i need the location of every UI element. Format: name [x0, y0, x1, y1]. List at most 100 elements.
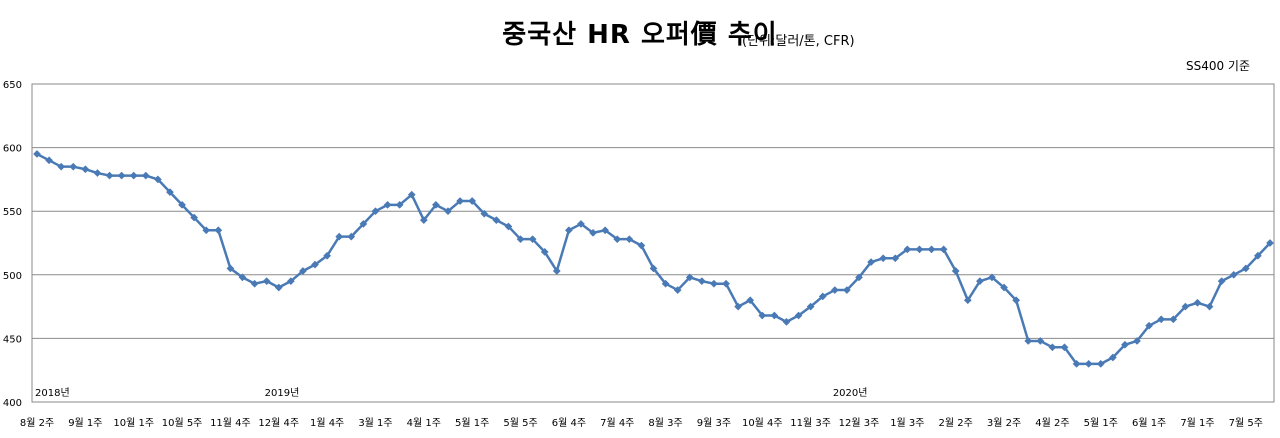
data-point	[250, 279, 259, 288]
data-point	[419, 216, 428, 225]
data-point	[1217, 277, 1226, 286]
data-point	[311, 260, 319, 269]
y-tick-label: 600	[3, 144, 22, 155]
data-point	[504, 222, 513, 231]
data-point	[444, 207, 452, 216]
y-tick-label: 400	[3, 398, 22, 409]
data-point	[855, 273, 863, 282]
data-point	[1181, 302, 1190, 311]
data-point	[673, 286, 682, 295]
data-point	[274, 283, 283, 292]
data-point	[806, 302, 815, 311]
data-point	[81, 165, 90, 174]
data-point	[141, 171, 150, 180]
x-tick-label: 2월 2주	[939, 417, 973, 429]
data-point	[891, 254, 900, 263]
data-point	[601, 226, 610, 235]
data-point	[951, 267, 960, 275]
y-tick-label: 650	[3, 80, 22, 91]
data-point	[939, 245, 948, 254]
x-tick-label: 9월 1주	[68, 417, 102, 429]
plot-area	[31, 83, 1275, 403]
x-tick-label: 7월 4주	[600, 417, 634, 429]
data-point	[1024, 336, 1033, 345]
x-tick-label: 6월 1주	[1132, 417, 1166, 429]
x-tick-label: 5월 1주	[1084, 417, 1118, 429]
x-tick-label: 7월 1주	[1180, 417, 1214, 429]
data-point	[492, 216, 501, 225]
x-tick-label: 8월 3주	[648, 417, 682, 429]
data-point	[178, 200, 187, 209]
data-point	[1266, 239, 1274, 247]
data-point	[685, 273, 694, 282]
data-point	[1060, 343, 1069, 352]
data-point	[1193, 298, 1202, 307]
x-tick-label: 8월 2주	[20, 417, 54, 429]
data-point	[794, 311, 803, 320]
data-point	[1108, 353, 1117, 362]
x-tick-label: 5월 1주	[455, 417, 489, 429]
data-point	[697, 277, 706, 286]
data-point	[746, 296, 755, 305]
data-point	[1048, 343, 1057, 352]
x-tick-label: 1월 3주	[890, 417, 924, 429]
data-point	[1072, 359, 1081, 368]
data-point	[69, 162, 78, 171]
data-point	[516, 235, 525, 244]
data-point	[286, 277, 295, 286]
data-point	[347, 232, 356, 241]
data-point	[649, 264, 658, 273]
data-point	[1229, 270, 1238, 279]
data-point	[1000, 283, 1009, 292]
data-point	[613, 235, 622, 244]
year-label: 2020년	[833, 387, 868, 399]
x-tick-label: 6월 4주	[552, 417, 586, 429]
data-point	[1096, 359, 1105, 368]
unit-note: (단위:달러/톤, CFR)	[742, 34, 855, 49]
data-point	[1205, 302, 1214, 311]
data-point	[927, 245, 936, 254]
y-tick-label: 500	[3, 271, 22, 282]
data-point	[335, 232, 344, 241]
x-tick-label: 11월 3주	[790, 417, 831, 429]
data-point	[842, 286, 851, 295]
data-point	[45, 156, 54, 165]
data-point	[226, 264, 235, 273]
data-point	[661, 279, 670, 288]
data-point	[1241, 264, 1250, 273]
x-tick-label: 10월 5주	[162, 417, 203, 429]
data-point	[564, 226, 573, 235]
data-point	[1157, 315, 1166, 324]
data-point	[1133, 336, 1141, 345]
data-point	[262, 277, 271, 286]
x-tick-label: 4월 2주	[1035, 417, 1069, 429]
x-tick-label: 3월 1주	[358, 417, 392, 429]
data-point	[782, 317, 791, 326]
data-point	[166, 188, 174, 197]
data-point	[238, 273, 247, 282]
data-point	[359, 219, 368, 228]
data-point	[298, 267, 307, 275]
year-label: 2018년	[35, 387, 70, 399]
data-point	[153, 175, 162, 184]
data-point	[431, 200, 440, 209]
data-point	[709, 279, 718, 288]
data-point	[190, 213, 199, 222]
data-point	[468, 197, 477, 205]
x-tick-label: 12월 3주	[839, 417, 880, 429]
x-tick-label: 5월 5주	[503, 417, 537, 429]
data-point	[1036, 336, 1045, 345]
data-point	[903, 245, 912, 254]
data-point	[1145, 321, 1154, 330]
data-point	[879, 254, 888, 263]
x-tick-label: 10월 1주	[113, 417, 154, 429]
data-point	[1084, 359, 1093, 368]
y-tick-label: 550	[3, 207, 22, 218]
year-label: 2019년	[265, 387, 300, 399]
data-point	[1253, 251, 1262, 260]
data-point	[1169, 315, 1178, 324]
data-point	[395, 200, 404, 209]
data-point	[57, 162, 66, 171]
data-point	[117, 171, 126, 180]
